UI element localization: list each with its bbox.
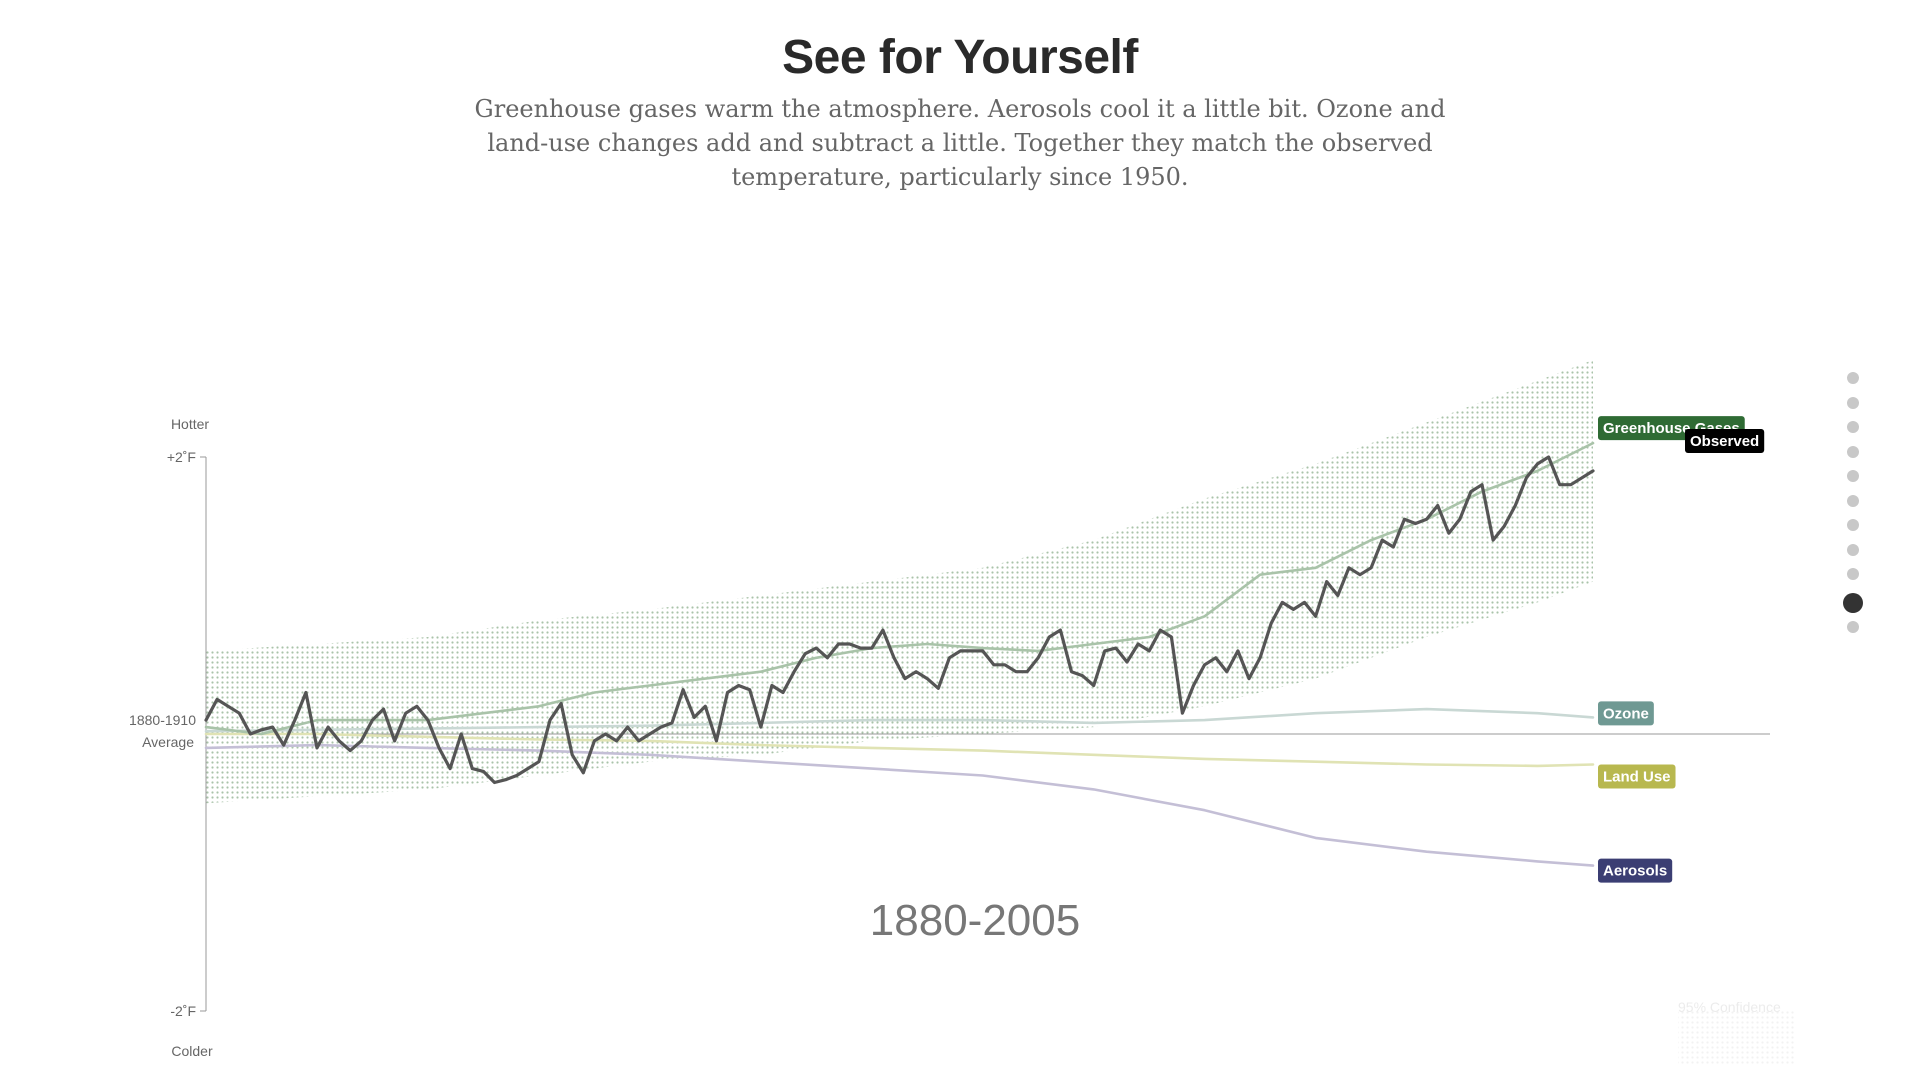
baseline-label-line2: Average xyxy=(142,734,194,750)
period-label: 1880-2005 xyxy=(870,896,1080,945)
series-line-aerosols xyxy=(204,743,1595,867)
series-label-box-aerosols xyxy=(1598,858,1673,883)
confidence-legend-label: 95% Confidence xyxy=(1678,999,1781,1015)
axis-colder-label: Colder xyxy=(171,1043,213,1059)
confidence-legend-swatch xyxy=(1678,1010,1796,1066)
nav-dot-4[interactable] xyxy=(1847,445,1859,458)
series-label-land-use: Land Use xyxy=(1598,764,1676,789)
nav-dot-5[interactable] xyxy=(1847,470,1859,482)
nav-dot-11[interactable] xyxy=(1847,620,1859,633)
series-label-box-land-use xyxy=(1598,764,1676,789)
series-label-box-ozone xyxy=(1598,701,1654,726)
axis-top-tick-label: +2˚F xyxy=(167,449,196,465)
page-title: See for Yourself xyxy=(782,31,1138,84)
axis-hotter-label: Hotter xyxy=(171,416,209,432)
series-label-observed: Observed xyxy=(1685,429,1765,453)
baseline-label-line1: 1880-1910 xyxy=(129,712,196,728)
page-subtitle: Greenhouse gases warm the atmosphere. Ae… xyxy=(474,95,1446,191)
series-line-ozone xyxy=(204,707,1595,733)
nav-dot-2[interactable] xyxy=(1847,396,1859,409)
nav-dot-1[interactable] xyxy=(1847,372,1859,384)
step-nav xyxy=(1843,372,1863,645)
series-label-text-ozone: Ozone xyxy=(1603,705,1649,722)
nav-dot-7[interactable] xyxy=(1847,519,1859,531)
series-label-box-observed xyxy=(1685,429,1765,453)
series-label-text-aerosols: Aerosols xyxy=(1603,863,1667,880)
series-label-aerosols: Aerosols xyxy=(1598,858,1673,883)
series-line-greenhouse-gases xyxy=(204,441,1595,736)
nav-dot-10[interactable] xyxy=(1843,592,1863,613)
axis-bottom-tick-label: -2˚F xyxy=(170,1003,196,1019)
series-label-ozone: Ozone xyxy=(1598,701,1654,726)
nav-dot-3[interactable] xyxy=(1847,421,1859,433)
series-label-text-land-use: Land Use xyxy=(1603,768,1671,785)
series-line-observed xyxy=(204,455,1595,785)
series-line-land-use xyxy=(204,732,1595,768)
series-label-text-observed: Observed xyxy=(1690,433,1759,450)
confidence-legend: 95% Confidence xyxy=(1678,999,1796,1066)
nav-dot-6[interactable] xyxy=(1847,494,1859,507)
confidence-band xyxy=(206,360,1593,804)
nav-dot-9[interactable] xyxy=(1847,568,1859,580)
nav-dot-8[interactable] xyxy=(1847,543,1859,556)
